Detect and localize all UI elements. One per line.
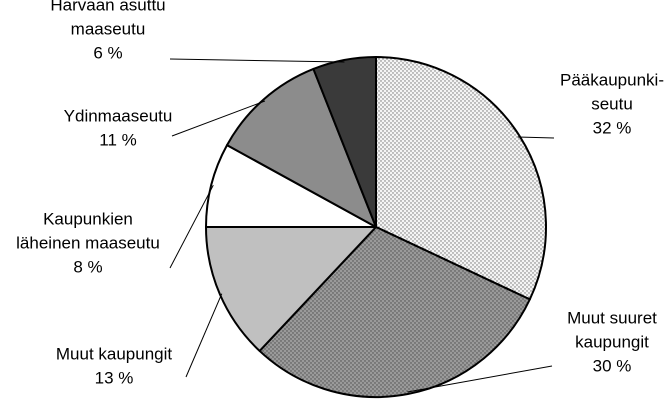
leader-line-paakaupunkiseutu <box>517 136 555 139</box>
pie-slice-muut-suuret <box>258 226 531 398</box>
pie-slice-paakaupunkiseutu <box>375 56 547 301</box>
slice-name-label: Pääkaupunki- <box>560 70 664 89</box>
slice-name-label: seutu <box>591 94 633 113</box>
slice-name-label: maaseutu <box>71 19 146 38</box>
leader-line-harvaan-asuttu <box>169 58 345 63</box>
slice-name-label: läheinen maaseutu <box>16 233 160 252</box>
slice-label-muut-suuret: Muut suuret kaupungit 30 % <box>567 308 657 375</box>
slice-value-label: 13 % <box>95 368 134 387</box>
slice-name-label: Muut kaupungit <box>56 344 173 363</box>
slice-name-label: kaupungit <box>575 332 649 351</box>
slice-label-muut-kaupungit: Muut kaupungit 13 % <box>56 344 173 387</box>
slice-value-label: 11 % <box>99 130 137 149</box>
slice-label-kaupunkien-laheinen: Kaupunkien läheinen maaseutu 8 % <box>16 209 160 276</box>
pie-slice-harvaan-asuttu <box>312 56 377 228</box>
leader-line-ydinmaaseutu <box>171 100 266 137</box>
slice-name-label: Harvaan asuttu <box>50 0 165 14</box>
slice-value-label: 6 % <box>93 43 122 62</box>
slice-label-harvaan-asuttu: Harvaan asuttu maaseutu 6 % <box>50 0 165 62</box>
slice-label-ydinmaaseutu: Ydinmaaseutu 11 % <box>64 106 173 149</box>
slice-name-label: Ydinmaaseutu <box>64 106 173 125</box>
slice-name-label: Muut suuret <box>567 308 657 327</box>
slice-label-paakaupunkiseutu: Pääkaupunki-seutu 32 % <box>560 70 664 137</box>
slice-name-label: Kaupunkien <box>43 209 133 228</box>
pie-slice-muut-kaupungit <box>205 226 377 352</box>
leader-line-muut-kaupungit <box>185 293 223 378</box>
leader-line-muut-suuret <box>407 365 553 393</box>
slice-value-label: 30 % <box>593 356 632 375</box>
slice-value-label: 8 % <box>73 257 102 276</box>
slice-value-label: 32 % <box>593 118 632 137</box>
leader-line-kaupunkien-laheinen <box>169 184 214 269</box>
pie-slice-ydinmaaseutu <box>226 67 377 228</box>
